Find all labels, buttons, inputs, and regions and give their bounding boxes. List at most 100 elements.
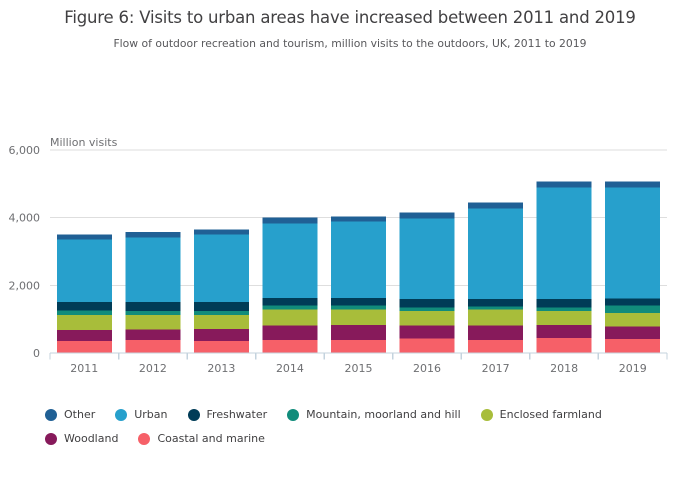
bar-segment[interactable] [262, 297, 318, 306]
legend-item-coastal-and-marine[interactable]: Coastal and marine [138, 432, 265, 445]
bar-segment[interactable] [605, 326, 661, 339]
y-axis-title: Million visits [50, 136, 118, 149]
stacked-bar-chart: Million visits 0 2,000 4,000 6,000 2011 2012 20… [9, 136, 668, 375]
bar-segment[interactable] [125, 340, 181, 353]
legend-item-woodland[interactable]: Woodland [45, 432, 118, 445]
bar-segment[interactable] [331, 324, 386, 341]
bar-segment[interactable] [262, 217, 318, 224]
legend-row: Other Urban Freshwater Mountain, moorland a… [45, 408, 680, 421]
legend-swatch-icon [287, 408, 300, 421]
bar-segment[interactable] [193, 328, 249, 342]
bar-segment[interactable] [605, 313, 661, 327]
bar-segment[interactable] [468, 208, 524, 300]
bar-segment[interactable] [56, 234, 112, 240]
legend-item-enclosed-farmland[interactable]: Enclosed farmland [480, 408, 602, 421]
legend-item-urban[interactable]: Urban [115, 408, 168, 421]
bar-segment[interactable] [331, 340, 386, 353]
bar-segment[interactable] [193, 311, 249, 315]
y-tick-label: 6,000 [9, 144, 41, 157]
bar-segment[interactable] [536, 181, 592, 188]
bar-segment[interactable] [399, 218, 455, 300]
chart-title: Figure 6: Visits to urban areas have inc… [64, 8, 636, 27]
x-tick-label: 2018 [550, 362, 578, 375]
legend-label: Enclosed farmland [499, 408, 602, 421]
bar-segment[interactable] [56, 310, 112, 315]
bar-segment[interactable] [399, 338, 455, 353]
bar-segment[interactable] [56, 314, 112, 330]
bar-segment[interactable] [125, 232, 181, 238]
legend-item-mountain-moorland-and-hill[interactable]: Mountain, moorland and hill [287, 408, 461, 421]
x-tick-label: 2017 [482, 362, 510, 375]
bar-segment[interactable] [399, 307, 455, 312]
bar-segment[interactable] [56, 341, 112, 353]
legend-swatch-icon [115, 408, 128, 421]
bar-segment[interactable] [468, 306, 524, 310]
bar-segment[interactable] [125, 314, 181, 330]
x-tick-label: 2012 [139, 362, 167, 375]
legend-label: Woodland [64, 432, 119, 445]
bar-segment[interactable] [468, 299, 524, 307]
bar-segment[interactable] [193, 234, 249, 302]
bar-segment[interactable] [193, 314, 249, 329]
bar-segment[interactable] [605, 338, 661, 353]
bar-segment[interactable] [468, 339, 524, 353]
bar-segment[interactable] [536, 338, 592, 353]
bar-segment[interactable] [536, 298, 592, 308]
chart-legend: Other Urban Freshwater Mountain, moorland a… [45, 408, 680, 445]
bar-segment[interactable] [468, 309, 524, 326]
y-tick-label: 4,000 [9, 212, 41, 225]
legend-item-freshwater[interactable]: Freshwater [187, 408, 268, 421]
bar-segment[interactable] [125, 329, 181, 341]
legend-swatch-icon [45, 408, 57, 421]
bar-segment[interactable] [262, 305, 318, 310]
bar-segment[interactable] [125, 311, 181, 315]
legend-label: Urban [134, 408, 168, 421]
legend-swatch-icon [187, 408, 200, 421]
bar-segment[interactable] [468, 202, 524, 209]
bar-segment[interactable] [331, 297, 386, 306]
chart-subtitle: Flow of outdoor recreation and tourism, … [113, 37, 587, 50]
bar-segment[interactable] [536, 307, 592, 312]
y-tick-label: 2,000 [9, 279, 41, 292]
bar-segment[interactable] [262, 223, 318, 298]
bar-segment[interactable] [262, 309, 318, 326]
bar-segment[interactable] [536, 187, 592, 299]
bar-segment[interactable] [56, 239, 112, 302]
bar-segment[interactable] [56, 301, 112, 311]
bar-segment[interactable] [125, 237, 181, 302]
bar-segment[interactable] [331, 216, 386, 222]
bar-segment[interactable] [193, 341, 249, 353]
bar-segment[interactable] [331, 221, 386, 298]
x-tick-label: 2011 [70, 362, 98, 375]
bar-segment[interactable] [331, 305, 386, 310]
bar-segment[interactable] [125, 301, 181, 312]
legend-swatch-icon [45, 432, 57, 445]
x-tick-label: 2013 [207, 362, 235, 375]
bar-segment[interactable] [399, 299, 455, 308]
y-tick-label: 0 [33, 347, 40, 360]
legend-label: Other [64, 408, 96, 421]
bar-segment[interactable] [56, 329, 112, 342]
x-tick-label: 2016 [413, 362, 441, 375]
bar-segment[interactable] [399, 311, 455, 326]
bar-segment[interactable] [262, 325, 318, 341]
bar-segment[interactable] [262, 340, 318, 353]
bar-segment[interactable] [468, 325, 524, 340]
bar-segment[interactable] [605, 187, 661, 299]
legend-label: Freshwater [206, 408, 268, 421]
bar-segment[interactable] [605, 305, 661, 314]
bar-segment[interactable] [536, 311, 592, 325]
bar-segment[interactable] [331, 309, 386, 325]
bar-segment[interactable] [193, 301, 249, 312]
legend-item-other[interactable]: Other [45, 408, 95, 421]
bar-segment[interactable] [536, 324, 592, 339]
bar-segment[interactable] [193, 229, 249, 235]
bar-segment[interactable] [605, 181, 661, 188]
x-tick-label: 2019 [619, 362, 647, 375]
bar-segment[interactable] [605, 298, 661, 306]
x-tick-label: 2014 [276, 362, 304, 375]
x-tick-label: 2015 [345, 362, 373, 375]
bar-segment[interactable] [399, 325, 455, 339]
bar-segment[interactable] [399, 212, 455, 219]
